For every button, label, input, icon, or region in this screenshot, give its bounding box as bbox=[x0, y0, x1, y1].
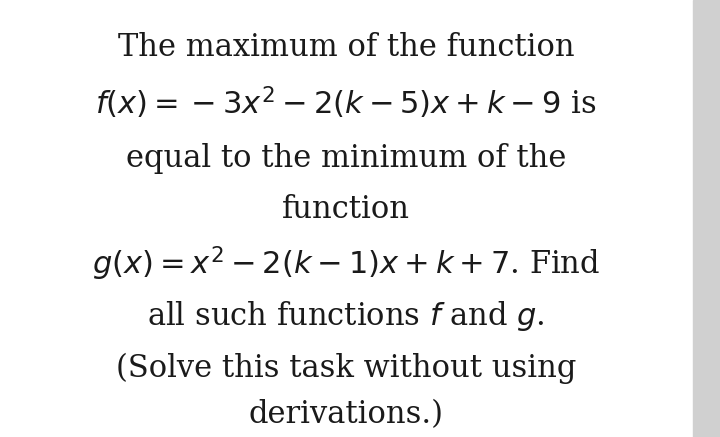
Bar bbox=[693, 0, 720, 437]
Text: $g(x) = x^2 - 2(k-1)x + k + 7$. Find: $g(x) = x^2 - 2(k-1)x + k + 7$. Find bbox=[92, 245, 600, 283]
Text: (Solve this task without using: (Solve this task without using bbox=[116, 352, 576, 384]
Text: function: function bbox=[282, 194, 410, 225]
Text: derivations.): derivations.) bbox=[248, 399, 444, 430]
Text: The maximum of the function: The maximum of the function bbox=[117, 32, 575, 63]
Text: equal to the minimum of the: equal to the minimum of the bbox=[126, 142, 566, 173]
Text: all such functions $f$ and $g$.: all such functions $f$ and $g$. bbox=[147, 299, 545, 333]
Text: $f(x) = -3x^2 - 2(k-5)x + k - 9$ is: $f(x) = -3x^2 - 2(k-5)x + k - 9$ is bbox=[95, 85, 597, 121]
